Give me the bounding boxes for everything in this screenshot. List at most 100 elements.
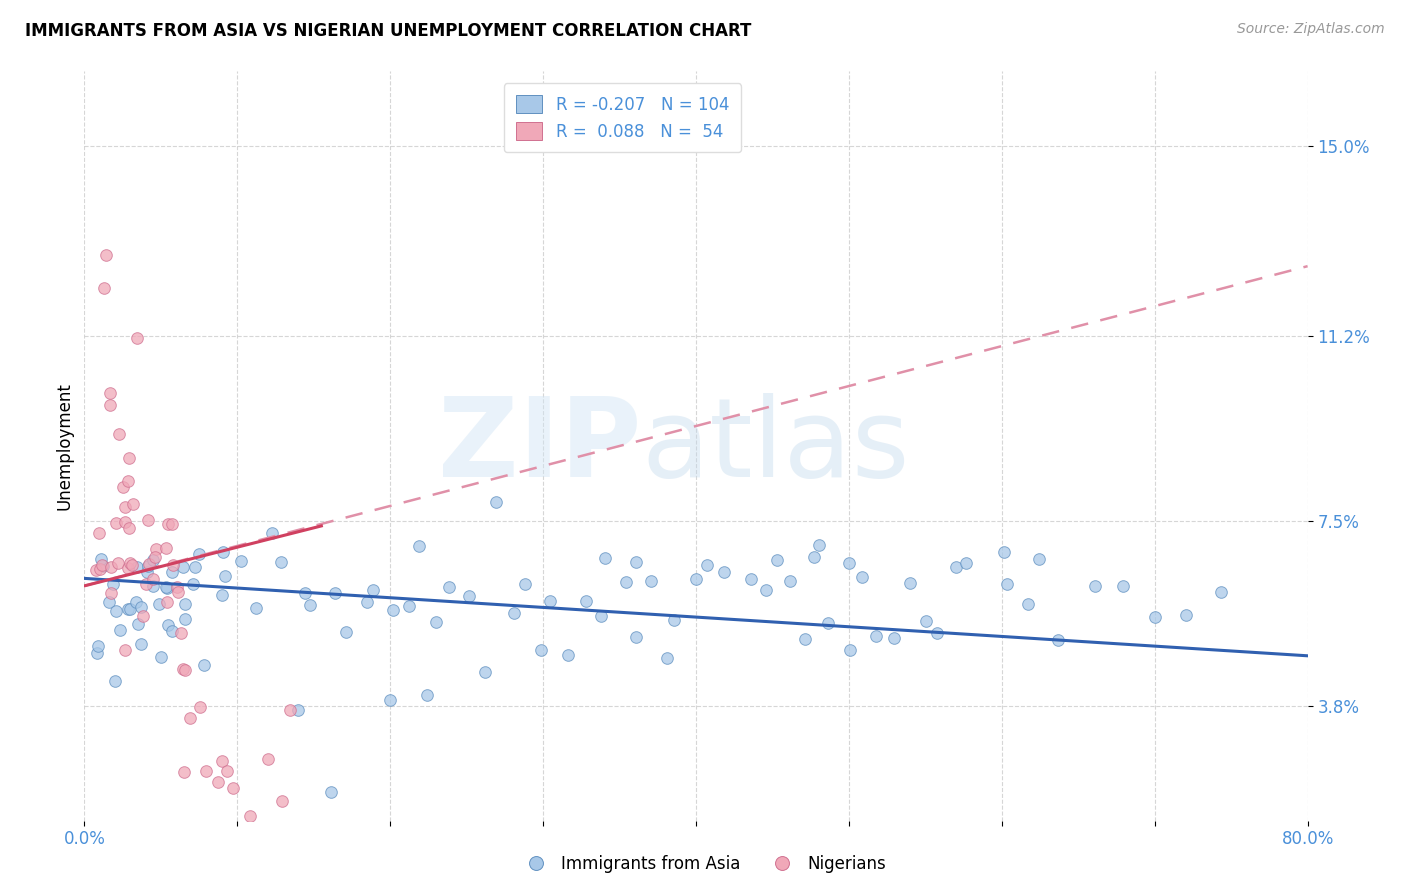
Point — [270, 555, 292, 569]
Point — [127, 617, 149, 632]
Point — [335, 625, 357, 640]
Point — [851, 570, 873, 584]
Point — [100, 559, 122, 574]
Point — [212, 545, 235, 559]
Point — [150, 650, 173, 665]
Point — [98, 398, 121, 412]
Point — [530, 643, 553, 657]
Point — [127, 560, 149, 574]
Point — [211, 588, 233, 602]
Point — [108, 624, 131, 638]
Point — [538, 594, 561, 608]
Point — [883, 632, 905, 646]
Point — [398, 599, 420, 613]
Point — [131, 600, 153, 615]
Point — [167, 585, 190, 599]
Point — [807, 538, 830, 552]
Point — [104, 673, 127, 688]
Point — [378, 693, 401, 707]
Point — [155, 580, 177, 594]
Point — [839, 643, 862, 657]
Point — [145, 542, 167, 557]
Point — [1174, 607, 1197, 622]
Point — [155, 541, 177, 555]
Point — [93, 280, 115, 294]
Point — [156, 595, 179, 609]
Point — [838, 556, 860, 570]
Point — [194, 764, 217, 778]
Point — [120, 556, 142, 570]
Point — [101, 577, 124, 591]
Point — [927, 625, 949, 640]
Point — [503, 606, 526, 620]
Point — [135, 565, 157, 579]
Point — [108, 426, 131, 441]
Point — [160, 624, 183, 638]
Y-axis label: Unemployment: Unemployment — [55, 382, 73, 510]
Point — [207, 775, 229, 789]
Point — [323, 586, 346, 600]
Point — [803, 549, 825, 564]
Point — [107, 557, 129, 571]
Point — [356, 595, 378, 609]
Point — [160, 566, 183, 580]
Text: IMMIGRANTS FROM ASIA VS NIGERIAN UNEMPLOYMENT CORRELATION CHART: IMMIGRANTS FROM ASIA VS NIGERIAN UNEMPLO… — [25, 22, 752, 40]
Point — [172, 559, 194, 574]
Point — [593, 550, 616, 565]
Point — [474, 665, 496, 679]
Point — [287, 702, 309, 716]
Point — [211, 754, 233, 768]
Point — [125, 595, 148, 609]
Point — [713, 566, 735, 580]
Point — [97, 595, 120, 609]
Point — [215, 764, 238, 778]
Point — [685, 573, 707, 587]
Text: ZIP: ZIP — [437, 392, 641, 500]
Point — [190, 699, 212, 714]
Point — [214, 569, 236, 583]
Point — [485, 495, 508, 509]
Point — [740, 572, 762, 586]
Point — [817, 615, 839, 630]
Point — [382, 603, 405, 617]
Point — [105, 516, 128, 530]
Point — [245, 601, 267, 615]
Point — [616, 575, 638, 590]
Point — [173, 764, 195, 779]
Point — [408, 540, 430, 554]
Point — [129, 637, 152, 651]
Point — [118, 521, 141, 535]
Point — [589, 609, 612, 624]
Point — [118, 450, 141, 465]
Point — [100, 586, 122, 600]
Point — [997, 577, 1019, 591]
Point — [142, 579, 165, 593]
Point — [898, 575, 921, 590]
Point — [755, 582, 778, 597]
Point — [181, 577, 204, 591]
Point — [174, 663, 197, 677]
Point — [1028, 552, 1050, 566]
Point — [299, 598, 322, 612]
Point — [1046, 633, 1069, 648]
Point — [174, 612, 197, 626]
Point — [945, 560, 967, 574]
Point — [457, 589, 479, 603]
Point — [86, 639, 108, 653]
Point — [91, 559, 114, 574]
Point — [111, 480, 134, 494]
Point — [91, 558, 114, 572]
Point — [256, 752, 278, 766]
Legend: Immigrants from Asia, Nigerians: Immigrants from Asia, Nigerians — [513, 848, 893, 880]
Point — [865, 629, 887, 643]
Point — [174, 598, 197, 612]
Point — [132, 609, 155, 624]
Point — [640, 574, 662, 588]
Point — [222, 780, 245, 795]
Point — [184, 560, 207, 574]
Point — [156, 618, 179, 632]
Point — [664, 613, 686, 627]
Point — [157, 516, 180, 531]
Point — [915, 614, 938, 628]
Point — [179, 711, 201, 725]
